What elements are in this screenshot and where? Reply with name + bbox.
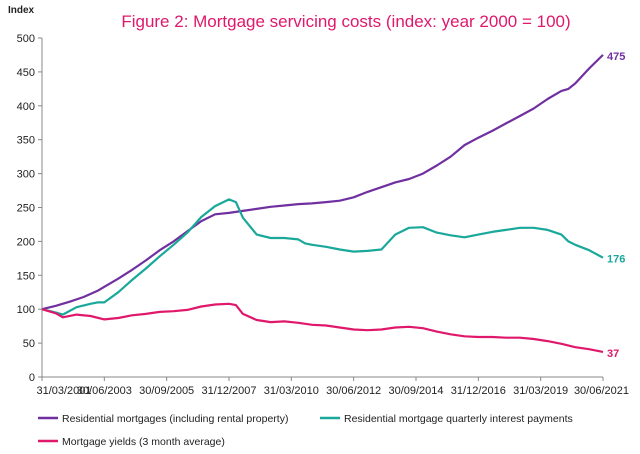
legend-entry-1: Residential mortgages (including rental … (62, 413, 288, 425)
legend: Residential mortgages (including rental … (38, 413, 573, 448)
x-tick-label: 31/03/2010 (264, 385, 319, 397)
x-tick-label: 30/06/2012 (326, 385, 381, 397)
x-tick-label: 31/12/2007 (201, 385, 256, 397)
y-axis: 0 50 100 150 200 250 300 350 400 450 500 (17, 33, 43, 384)
y-tick-label: 350 (17, 135, 35, 147)
series-line-1 (41, 54, 604, 311)
y-tick-label: 250 (17, 203, 35, 215)
y-axis-title: Index (8, 5, 35, 16)
x-tick-label: 31/12/2016 (451, 385, 506, 397)
y-tick-label: 200 (17, 236, 35, 248)
x-tick-label: 30/06/2021 (574, 385, 629, 397)
y-tick-label: 500 (17, 33, 35, 45)
legend-entry-2: Residential mortgage quarterly interest … (344, 413, 573, 425)
end-label-2: 176 (607, 254, 625, 266)
y-tick-label: 50 (23, 338, 35, 350)
y-tick-label: 0 (29, 372, 35, 384)
chart-title: Figure 2: Mortgage servicing costs (inde… (121, 12, 570, 31)
y-tick-label: 300 (17, 169, 35, 181)
series-line-3 (41, 302, 604, 353)
y-tick-label: 100 (17, 304, 35, 316)
x-tick-label: 30/09/2005 (139, 385, 194, 397)
legend-entry-3: Mortgage yields (3 month average) (62, 436, 225, 448)
y-tick-label: 150 (17, 270, 35, 282)
x-tick-label: 30/09/2014 (388, 385, 443, 397)
x-tick-label: 31/03/2001 (36, 385, 91, 397)
end-label-1: 475 (607, 51, 625, 63)
end-labels: 475 176 37 (607, 51, 625, 360)
y-tick-label: 450 (17, 67, 35, 79)
y-tick-label: 400 (17, 101, 35, 113)
plot-area (41, 54, 604, 353)
x-tick-label: 30/06/2003 (77, 385, 132, 397)
x-tick-label: 31/03/2019 (513, 385, 568, 397)
end-label-3: 37 (607, 348, 619, 360)
series-line-2 (41, 198, 604, 316)
